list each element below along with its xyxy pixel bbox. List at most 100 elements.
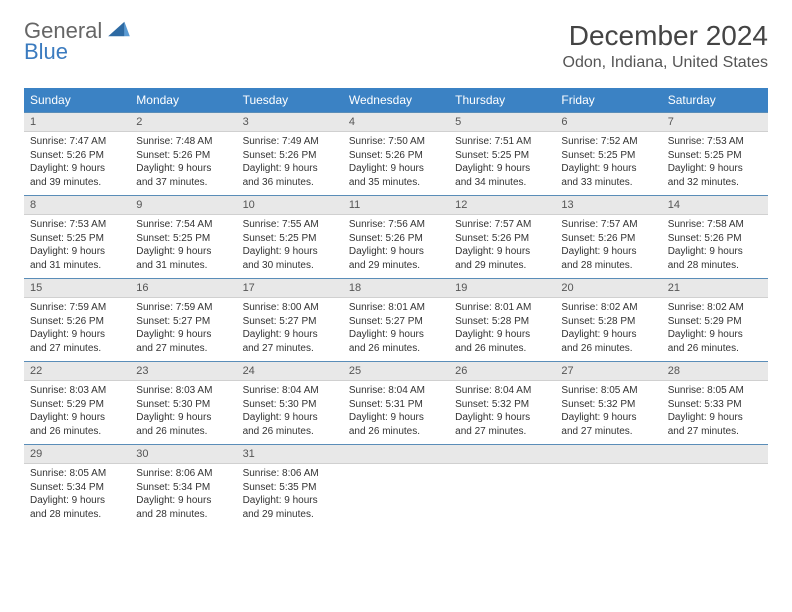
header: General Blue December 2024 Odon, Indiana… [24, 20, 768, 72]
sunset-line: Sunset: 5:25 PM [455, 149, 549, 163]
daylight-line: Daylight: 9 hours and 27 minutes. [561, 411, 655, 438]
daylight-line: Daylight: 9 hours and 35 minutes. [349, 162, 443, 189]
day-cell: 22Sunrise: 8:03 AMSunset: 5:29 PMDayligh… [24, 361, 130, 444]
daylight-line: Daylight: 9 hours and 36 minutes. [243, 162, 337, 189]
day-body: Sunrise: 7:55 AMSunset: 5:25 PMDaylight:… [237, 215, 343, 278]
daylight-line: Daylight: 9 hours and 34 minutes. [455, 162, 549, 189]
day-cell: 14Sunrise: 7:58 AMSunset: 5:26 PMDayligh… [662, 195, 768, 278]
daylight-line: Daylight: 9 hours and 30 minutes. [243, 245, 337, 272]
sunset-line: Sunset: 5:26 PM [349, 232, 443, 246]
day-number [343, 444, 449, 464]
day-cell: 27Sunrise: 8:05 AMSunset: 5:32 PMDayligh… [555, 361, 661, 444]
day-body: Sunrise: 7:58 AMSunset: 5:26 PMDaylight:… [662, 215, 768, 278]
day-body: Sunrise: 8:04 AMSunset: 5:31 PMDaylight:… [343, 381, 449, 444]
day-cell: 4Sunrise: 7:50 AMSunset: 5:26 PMDaylight… [343, 112, 449, 195]
day-cell: 10Sunrise: 7:55 AMSunset: 5:25 PMDayligh… [237, 195, 343, 278]
day-cell: 16Sunrise: 7:59 AMSunset: 5:27 PMDayligh… [130, 278, 236, 361]
sunset-line: Sunset: 5:30 PM [243, 398, 337, 412]
sunrise-line: Sunrise: 8:02 AM [561, 301, 655, 315]
empty-cell [343, 444, 449, 527]
empty-cell [555, 444, 661, 527]
daylight-line: Daylight: 9 hours and 33 minutes. [561, 162, 655, 189]
day-number: 9 [130, 195, 236, 215]
sunset-line: Sunset: 5:26 PM [30, 315, 124, 329]
daylight-line: Daylight: 9 hours and 27 minutes. [668, 411, 762, 438]
sunset-line: Sunset: 5:26 PM [561, 232, 655, 246]
day-body: Sunrise: 8:01 AMSunset: 5:28 PMDaylight:… [449, 298, 555, 361]
day-body: Sunrise: 8:05 AMSunset: 5:33 PMDaylight:… [662, 381, 768, 444]
daylight-line: Daylight: 9 hours and 26 minutes. [136, 411, 230, 438]
daylight-line: Daylight: 9 hours and 28 minutes. [668, 245, 762, 272]
day-body [449, 464, 555, 524]
sunrise-line: Sunrise: 7:59 AM [136, 301, 230, 315]
sunrise-line: Sunrise: 8:01 AM [455, 301, 549, 315]
day-cell: 17Sunrise: 8:00 AMSunset: 5:27 PMDayligh… [237, 278, 343, 361]
day-body: Sunrise: 7:53 AMSunset: 5:25 PMDaylight:… [662, 132, 768, 195]
day-number [449, 444, 555, 464]
day-cell: 21Sunrise: 8:02 AMSunset: 5:29 PMDayligh… [662, 278, 768, 361]
day-body: Sunrise: 7:53 AMSunset: 5:25 PMDaylight:… [24, 215, 130, 278]
day-number: 3 [237, 112, 343, 132]
daylight-line: Daylight: 9 hours and 28 minutes. [561, 245, 655, 272]
sunset-line: Sunset: 5:26 PM [455, 232, 549, 246]
sunset-line: Sunset: 5:26 PM [30, 149, 124, 163]
day-cell: 28Sunrise: 8:05 AMSunset: 5:33 PMDayligh… [662, 361, 768, 444]
day-number: 20 [555, 278, 661, 298]
sunrise-line: Sunrise: 8:03 AM [136, 384, 230, 398]
day-cell: 7Sunrise: 7:53 AMSunset: 5:25 PMDaylight… [662, 112, 768, 195]
day-cell: 24Sunrise: 8:04 AMSunset: 5:30 PMDayligh… [237, 361, 343, 444]
day-body [343, 464, 449, 524]
day-body: Sunrise: 8:02 AMSunset: 5:28 PMDaylight:… [555, 298, 661, 361]
day-body: Sunrise: 8:01 AMSunset: 5:27 PMDaylight:… [343, 298, 449, 361]
weekday-header: Thursday [449, 88, 555, 112]
sunset-line: Sunset: 5:26 PM [668, 232, 762, 246]
sunrise-line: Sunrise: 7:55 AM [243, 218, 337, 232]
day-number: 14 [662, 195, 768, 215]
sunset-line: Sunset: 5:26 PM [349, 149, 443, 163]
day-number: 23 [130, 361, 236, 381]
sunset-line: Sunset: 5:27 PM [243, 315, 337, 329]
day-body: Sunrise: 8:02 AMSunset: 5:29 PMDaylight:… [662, 298, 768, 361]
sunrise-line: Sunrise: 8:05 AM [668, 384, 762, 398]
day-cell: 25Sunrise: 8:04 AMSunset: 5:31 PMDayligh… [343, 361, 449, 444]
day-number: 21 [662, 278, 768, 298]
day-body: Sunrise: 7:54 AMSunset: 5:25 PMDaylight:… [130, 215, 236, 278]
day-body [555, 464, 661, 524]
day-cell: 5Sunrise: 7:51 AMSunset: 5:25 PMDaylight… [449, 112, 555, 195]
sunrise-line: Sunrise: 7:57 AM [561, 218, 655, 232]
weekday-header: Wednesday [343, 88, 449, 112]
day-body: Sunrise: 7:57 AMSunset: 5:26 PMDaylight:… [449, 215, 555, 278]
sunrise-line: Sunrise: 8:05 AM [30, 467, 124, 481]
sunrise-line: Sunrise: 8:01 AM [349, 301, 443, 315]
day-cell: 23 Sunrise: 8:03 AMSunset: 5:30 PMDayligh… [130, 361, 236, 444]
sunrise-line: Sunrise: 8:02 AM [668, 301, 762, 315]
sunset-line: Sunset: 5:25 PM [561, 149, 655, 163]
logo-triangle-icon [108, 20, 130, 38]
daylight-line: Daylight: 9 hours and 26 minutes. [243, 411, 337, 438]
day-body: Sunrise: 8:04 AMSunset: 5:30 PMDaylight:… [237, 381, 343, 444]
day-body [662, 464, 768, 524]
day-number: 30 [130, 444, 236, 464]
day-body: Sunrise: 7:59 AMSunset: 5:26 PMDaylight:… [24, 298, 130, 361]
sunset-line: Sunset: 5:29 PM [668, 315, 762, 329]
day-number [662, 444, 768, 464]
day-body: Sunrise: 7:52 AMSunset: 5:25 PMDaylight:… [555, 132, 661, 195]
weekday-header: Monday [130, 88, 236, 112]
day-number: 2 [130, 112, 236, 132]
day-body: Sunrise: 8:03 AMSunset: 5:29 PMDaylight:… [24, 381, 130, 444]
day-number [555, 444, 661, 464]
daylight-line: Daylight: 9 hours and 39 minutes. [30, 162, 124, 189]
daylight-line: Daylight: 9 hours and 27 minutes. [136, 328, 230, 355]
day-cell: 1Sunrise: 7:47 AMSunset: 5:26 PMDaylight… [24, 112, 130, 195]
logo-line2: Blue [24, 39, 68, 64]
day-number: 28 [662, 361, 768, 381]
calendar-grid: SundayMondayTuesdayWednesdayThursdayFrid… [24, 88, 768, 527]
weekday-header: Friday [555, 88, 661, 112]
sunset-line: Sunset: 5:31 PM [349, 398, 443, 412]
day-cell: 29Sunrise: 8:05 AMSunset: 5:34 PMDayligh… [24, 444, 130, 527]
sunset-line: Sunset: 5:30 PM [136, 398, 230, 412]
sunset-line: Sunset: 5:34 PM [136, 481, 230, 495]
day-number: 17 [237, 278, 343, 298]
daylight-line: Daylight: 9 hours and 28 minutes. [136, 494, 230, 521]
weekday-header: Saturday [662, 88, 768, 112]
